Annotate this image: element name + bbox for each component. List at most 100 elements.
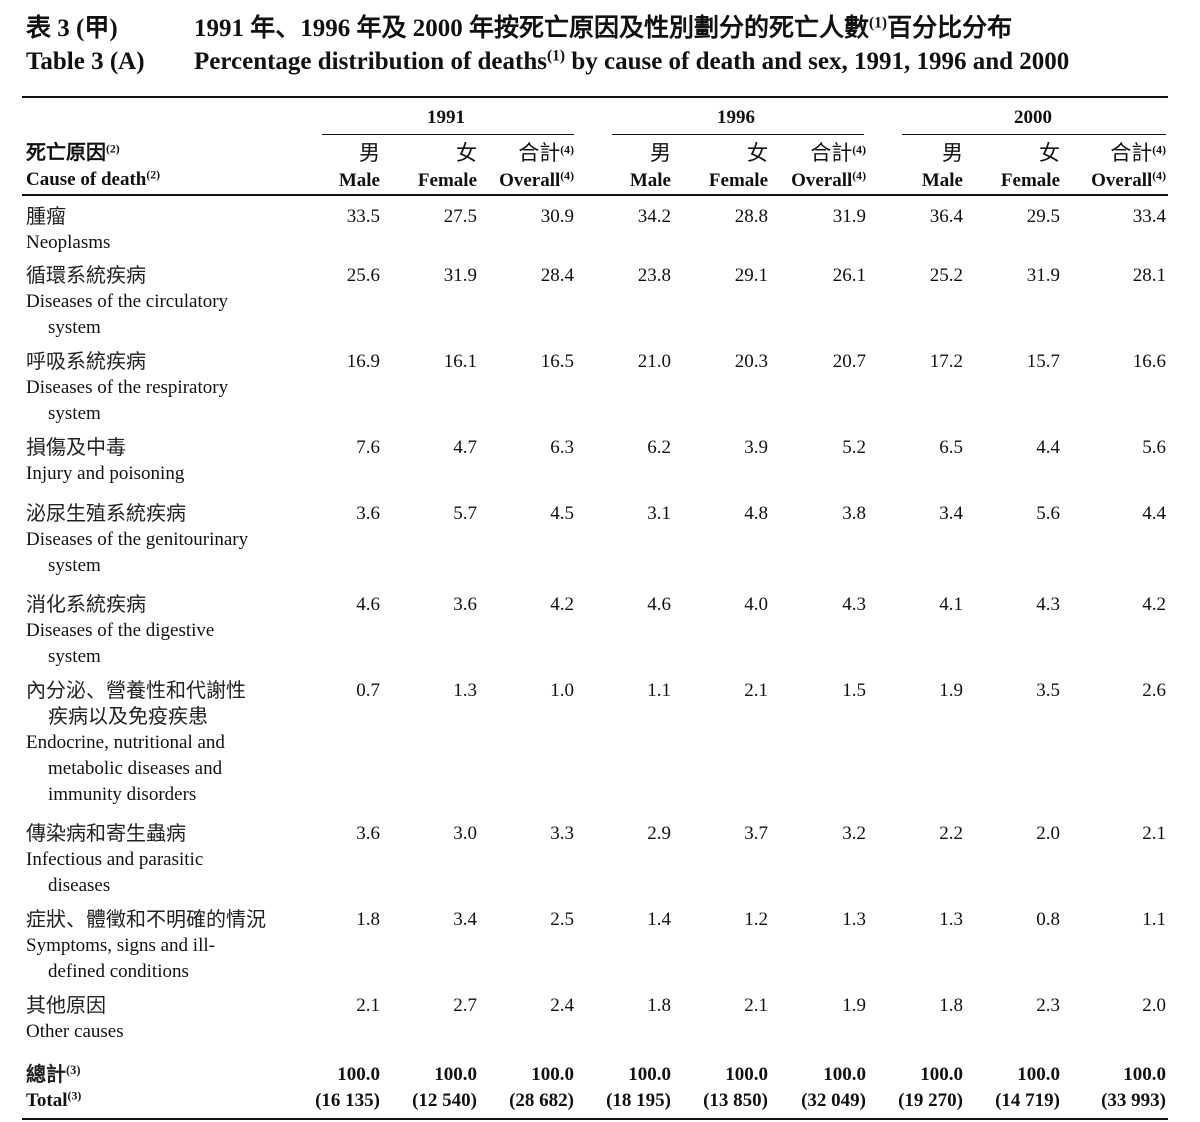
cause-label: 症狀、體徵和不明確的情況 Symptoms, signs and ill-defi…	[26, 907, 306, 985]
col-header-overall-en: Overall	[1091, 170, 1153, 191]
cause-label-en: diseases	[48, 875, 111, 896]
col-header-female-en: Female	[1000, 170, 1060, 191]
cause-label: 消化系統疾病 Diseases of the digestive system	[26, 592, 306, 670]
cause-label-en: Other causes	[26, 1021, 124, 1042]
cause-label-en: Injury and poisoning	[26, 463, 185, 484]
cause-header-en-footnote: (2)	[146, 168, 161, 182]
total-percent: 100.0	[823, 1064, 866, 1085]
year-header-1996: 1996	[717, 107, 755, 128]
cell-female-1996: 1.2	[744, 909, 768, 930]
cell-female-1996: 2.1	[744, 680, 768, 701]
cause-label: 泌尿生殖系統疾病 Diseases of the genitourinary sys…	[26, 501, 306, 579]
cause-label-en: system	[48, 403, 101, 424]
cell-female-1996: 29.1	[734, 265, 768, 286]
overall-zh-footnote: (4)	[1152, 143, 1166, 157]
total-cell-overall-2000: 100.0 (33 993)	[1101, 1062, 1166, 1114]
cell-female-1991: 5.7	[453, 503, 477, 524]
top-rule	[22, 96, 1168, 98]
cell-male-1996: 1.4	[647, 909, 671, 930]
total-percent: 100.0	[337, 1064, 380, 1085]
cell-male-1991: 33.5	[346, 206, 380, 227]
cell-overall-1996: 20.7	[832, 351, 866, 372]
total-cell-male-1991: 100.0 (16 135)	[315, 1062, 380, 1114]
cause-column-header: 死亡原因(2) Cause of death(2)	[26, 140, 160, 193]
total-label: 總計(3) Total(3)	[26, 1062, 306, 1114]
cause-label: 損傷及中毒 Injury and poisoning	[26, 435, 306, 487]
cause-label-zh: 泌尿生殖系統疾病	[26, 503, 186, 525]
cell-female-1991: 31.9	[443, 265, 477, 286]
cell-overall-1996: 1.3	[842, 909, 866, 930]
total-count: (19 270)	[898, 1090, 963, 1111]
total-zh-footnote: (3)	[66, 1063, 81, 1078]
year-rule-1991	[322, 134, 574, 135]
total-count: (28 682)	[509, 1090, 574, 1111]
year-header-2000: 2000	[1014, 107, 1052, 128]
cause-label: 其他原因 Other causes	[26, 993, 306, 1045]
cell-overall-2000: 5.6	[1142, 437, 1166, 458]
col-header-male-1996: 男 Male	[630, 140, 671, 194]
cell-overall-1996: 3.8	[842, 503, 866, 524]
cause-label-en: Diseases of the digestive	[26, 620, 215, 641]
cell-female-2000: 4.3	[1036, 594, 1060, 615]
total-count: (32 049)	[801, 1090, 866, 1111]
col-header-female-1991: 女 Female	[418, 140, 477, 194]
cell-female-1991: 16.1	[443, 351, 477, 372]
cell-overall-1996: 1.9	[842, 995, 866, 1016]
cell-male-1996: 34.2	[637, 206, 671, 227]
col-header-overall-2000: 合計(4) Overall(4)	[1091, 140, 1166, 194]
cell-female-2000: 2.0	[1036, 823, 1060, 844]
title-chinese: 表 3 (甲) 1991 年、1996 年及 2000 年按死亡原因及性別劃分的死…	[26, 8, 1012, 44]
cell-female-1996: 3.9	[744, 437, 768, 458]
col-header-male-zh: 男	[359, 141, 380, 165]
col-header-overall-en: Overall	[499, 170, 561, 191]
cell-overall-2000: 28.1	[1132, 265, 1166, 286]
cause-label-en: Diseases of the respiratory	[26, 377, 229, 398]
cell-female-2000: 29.5	[1026, 206, 1060, 227]
col-header-male-2000: 男 Male	[922, 140, 963, 194]
total-count: (12 540)	[412, 1090, 477, 1111]
cell-male-1991: 25.6	[346, 265, 380, 286]
table-number-zh: 表 3 (甲)	[26, 15, 118, 42]
cell-female-1991: 3.4	[453, 909, 477, 930]
total-cell-overall-1991: 100.0 (28 682)	[509, 1062, 574, 1114]
total-label-zh: 總計	[26, 1064, 66, 1086]
cause-label-en: immunity disorders	[48, 784, 197, 805]
cell-overall-1991: 6.3	[550, 437, 574, 458]
cause-label-zh: 其他原因	[26, 995, 106, 1017]
cause-header-zh: 死亡原因	[26, 142, 106, 164]
cell-female-1996: 4.0	[744, 594, 768, 615]
cause-label-zh: 症狀、體徵和不明確的情況	[26, 909, 266, 931]
bottom-rule	[22, 1118, 1168, 1120]
cell-overall-1991: 2.4	[550, 995, 574, 1016]
col-header-overall-zh: 合計	[518, 141, 561, 165]
overall-en-footnote: (4)	[852, 169, 866, 183]
col-header-female-1996: 女 Female	[709, 140, 768, 194]
cell-female-1991: 2.7	[453, 995, 477, 1016]
overall-zh-footnote: (4)	[560, 143, 574, 157]
cell-male-2000: 1.9	[939, 680, 963, 701]
cell-male-1991: 2.1	[356, 995, 380, 1016]
title-en-text-after: by cause of death and sex, 1991, 1996 an…	[565, 48, 1070, 75]
total-label-en: Total	[26, 1090, 68, 1111]
cause-label-en: system	[48, 555, 101, 576]
cause-label-en: system	[48, 317, 101, 338]
cell-overall-1996: 1.5	[842, 680, 866, 701]
cell-overall-2000: 1.1	[1142, 909, 1166, 930]
cell-overall-2000: 4.4	[1142, 503, 1166, 524]
cause-label-zh: 疾病以及免疫疾患	[48, 706, 208, 728]
total-cell-female-1991: 100.0 (12 540)	[412, 1062, 477, 1114]
header-rule	[22, 194, 1168, 196]
title-zh-text: 1991 年、1996 年及 2000 年按死亡原因及性別劃分的死亡人數	[194, 15, 870, 42]
cell-overall-2000: 2.1	[1142, 823, 1166, 844]
total-cell-male-2000: 100.0 (19 270)	[898, 1062, 963, 1114]
cell-overall-1996: 3.2	[842, 823, 866, 844]
title-en-footnote: (1)	[547, 47, 566, 65]
table-number-en: Table 3 (A)	[26, 48, 145, 75]
cell-female-1996: 20.3	[734, 351, 768, 372]
cell-female-2000: 15.7	[1026, 351, 1060, 372]
total-en-footnote: (3)	[67, 1089, 82, 1103]
year-rule-1996	[612, 134, 864, 135]
cause-header-zh-footnote: (2)	[106, 142, 120, 156]
title-zh-footnote: (1)	[869, 14, 888, 32]
col-header-overall-zh: 合計	[1110, 141, 1153, 165]
